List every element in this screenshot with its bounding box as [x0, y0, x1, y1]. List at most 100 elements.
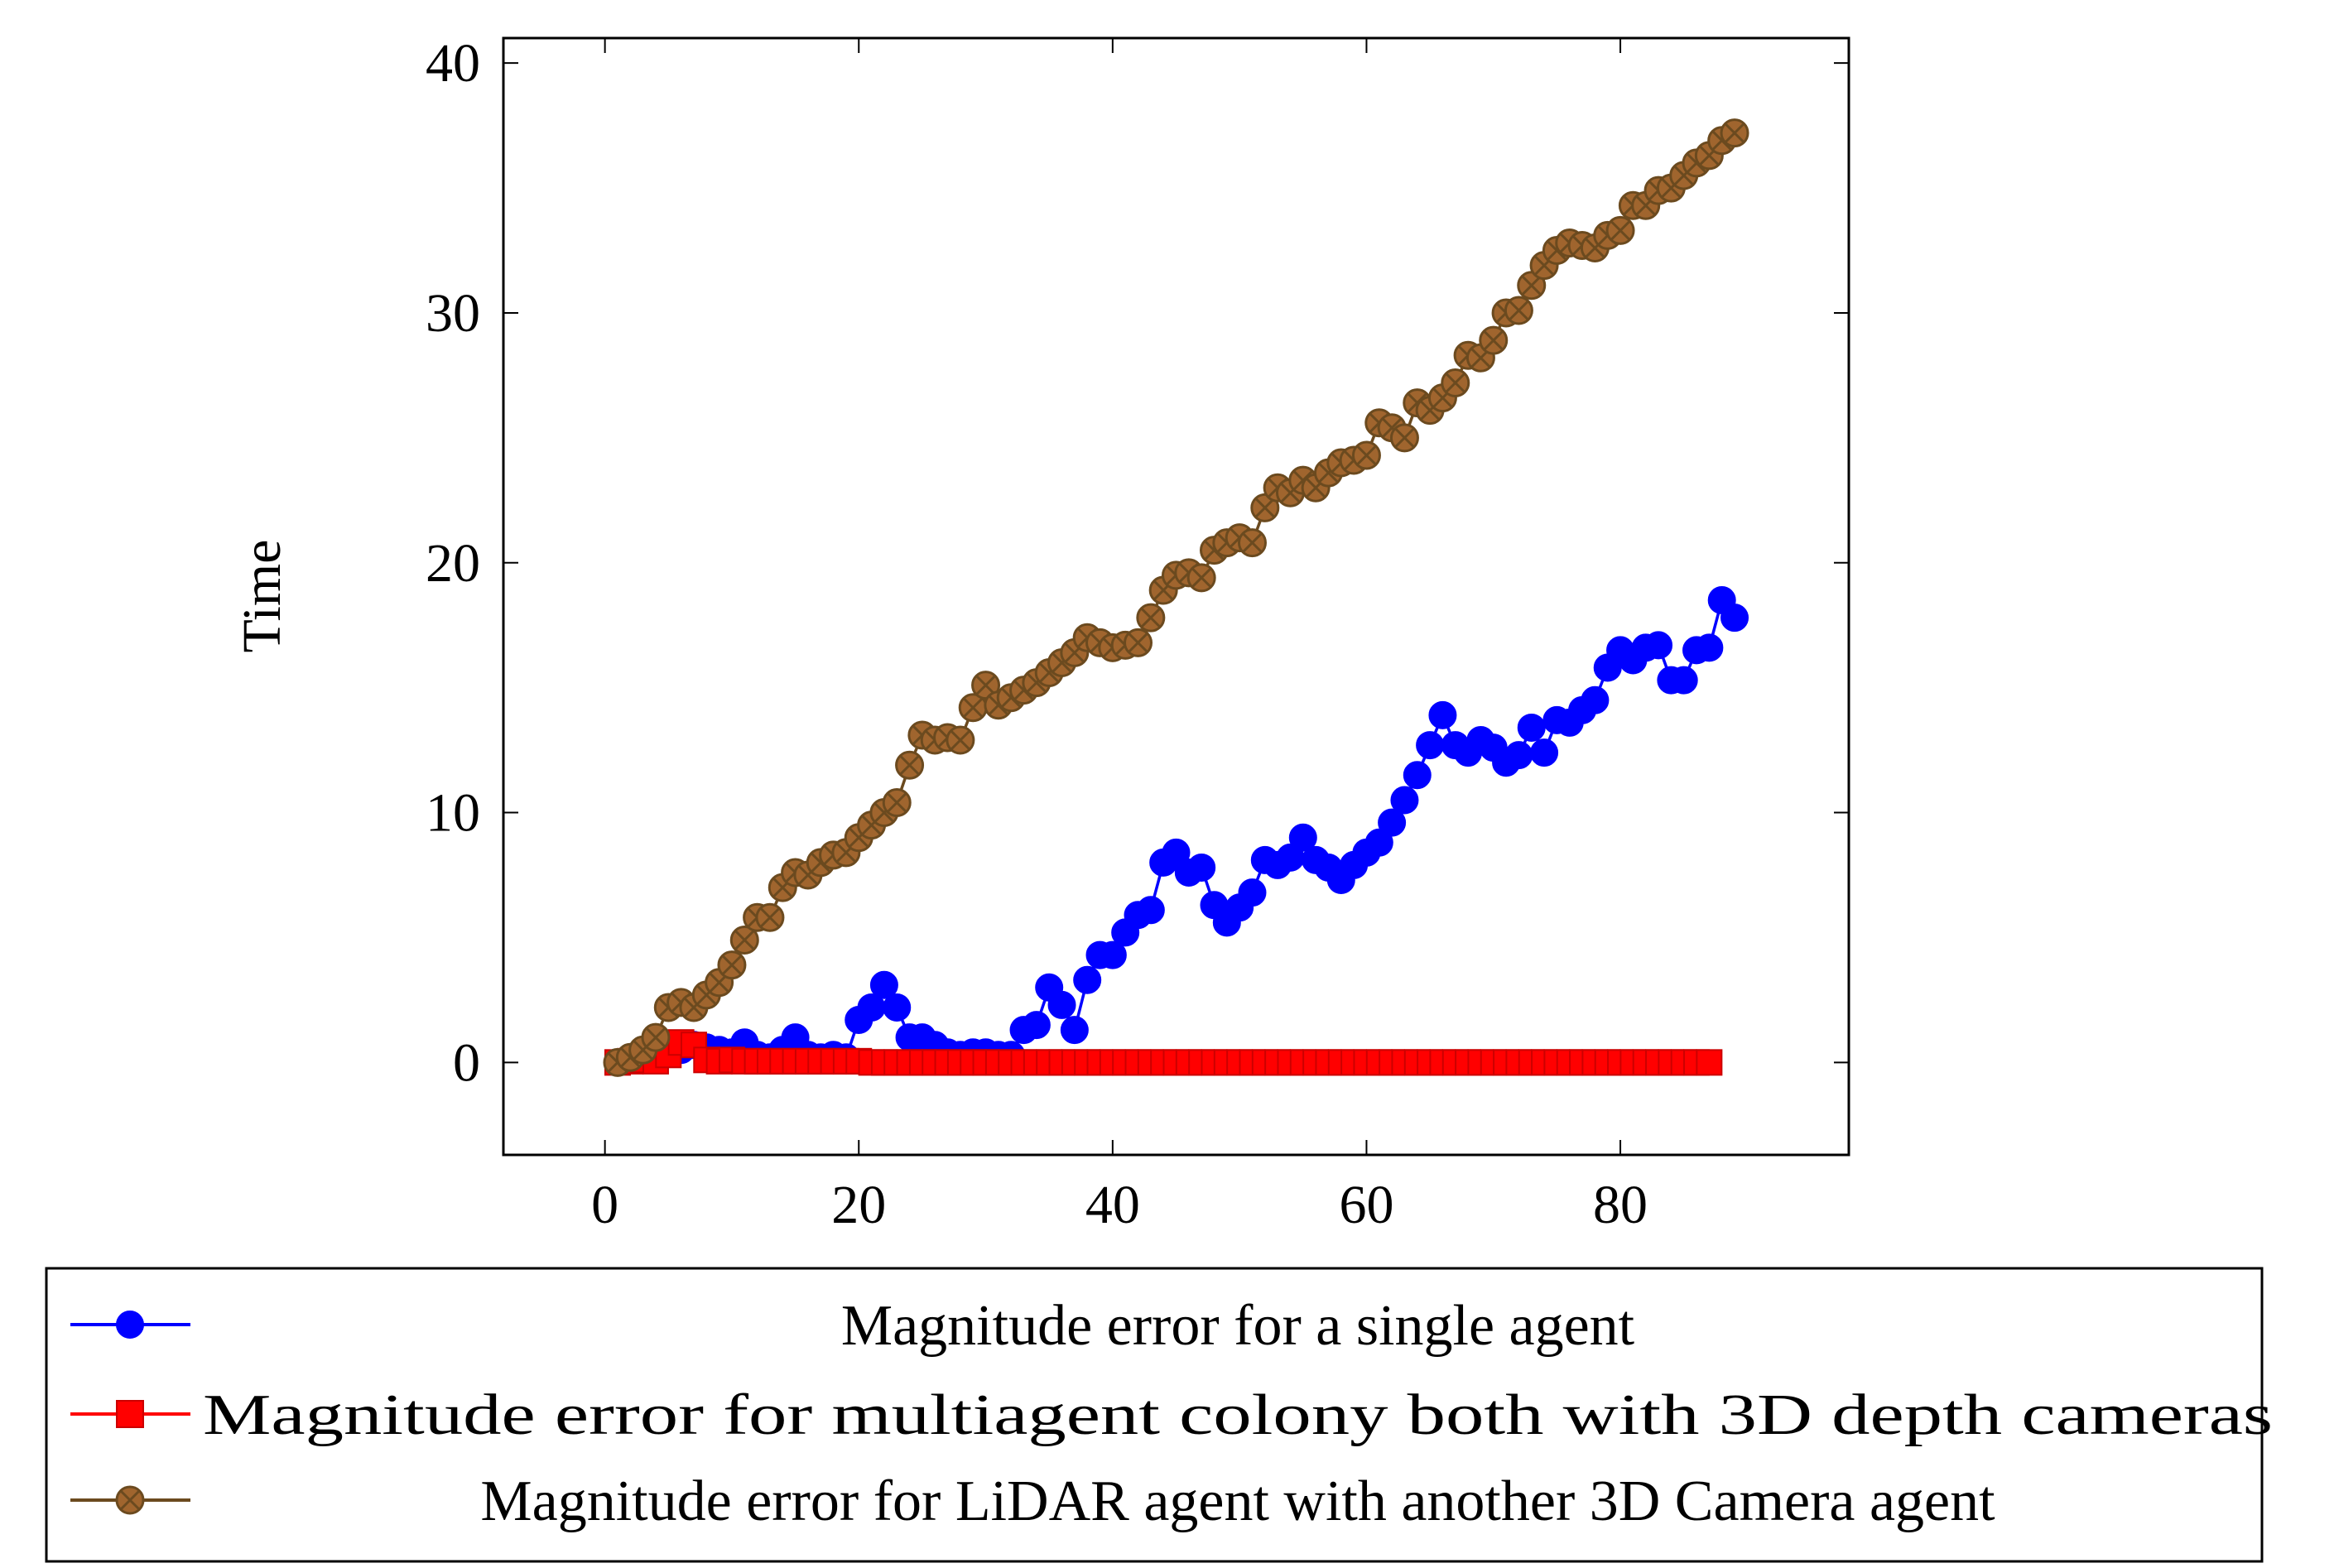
data-point-lidar-agent-12-cross — [759, 907, 780, 928]
data-point-lidar-agent-50-cross — [1242, 532, 1263, 553]
data-point-single-agent-72 — [1517, 713, 1546, 742]
plot-area-frame — [502, 36, 1850, 1157]
data-point-lidar-agent-69 — [1479, 325, 1509, 355]
data-point-lidar-agent-12 — [755, 902, 785, 932]
data-point-lidar-agent-69-cross — [1483, 330, 1504, 351]
data-point-lidar-agent-71 — [1504, 296, 1533, 325]
data-point-single-agent-44 — [1162, 838, 1191, 867]
data-point-lidar-agent-29 — [971, 671, 1001, 700]
data-point-lidar-agent-88-cross — [1724, 123, 1745, 143]
data-point-single-agent-82 — [1644, 631, 1673, 660]
series-lidar-agent — [603, 118, 1749, 1077]
data-point-lidar-agent-29-cross — [975, 675, 996, 695]
data-point-lidar-agent-9-cross — [721, 955, 743, 975]
data-point-lidar-agent-41-cross — [1128, 632, 1148, 653]
data-point-single-agent-36 — [1060, 1016, 1089, 1045]
data-point-single-agent-37 — [1073, 965, 1102, 994]
data-point-lidar-agent-22-cross — [887, 792, 907, 813]
y-tick-label-30: 30 — [426, 283, 480, 344]
legend-entry-multiagent-colony: Magnitude error for multiagent colony bo… — [70, 1383, 2273, 1447]
data-point-single-agent-73 — [1530, 738, 1559, 767]
data-point-lidar-agent-72 — [1517, 271, 1547, 301]
data-point-lidar-agent-28-cross — [963, 697, 984, 718]
data-point-single-agent-21 — [869, 970, 898, 999]
data-point-lidar-agent-22 — [882, 787, 912, 817]
y-tick-label-10: 10 — [426, 783, 480, 844]
x-tick-label-0: 0 — [591, 1175, 618, 1235]
data-point-single-agent-65 — [1428, 700, 1457, 729]
data-point-lidar-agent-66 — [1441, 368, 1470, 397]
legend-marker-multiagent-colony — [116, 1400, 144, 1428]
data-point-lidar-agent-50 — [1237, 528, 1267, 558]
data-point-single-agent-33 — [1022, 1011, 1051, 1040]
data-point-lidar-agent-10-cross — [734, 930, 755, 950]
data-point-single-agent-42 — [1136, 896, 1165, 925]
data-point-single-agent-50 — [1238, 878, 1267, 907]
data-point-lidar-agent-72-cross — [1521, 275, 1542, 296]
data-point-lidar-agent-51-cross — [1254, 498, 1275, 518]
data-point-lidar-agent-62-cross — [1394, 427, 1415, 448]
data-point-single-agent-46 — [1187, 853, 1216, 882]
series-line-lidar-agent — [617, 132, 1735, 1064]
x-tick-label-40: 40 — [1085, 1175, 1140, 1235]
data-point-multiagent-colony-86 — [1696, 1049, 1723, 1076]
data-point-lidar-agent-28 — [958, 693, 988, 723]
data-point-single-agent-84 — [1669, 666, 1698, 695]
data-point-single-agent-62 — [1390, 786, 1419, 815]
data-point-single-agent-71 — [1504, 741, 1533, 770]
data-point-single-agent-64 — [1416, 731, 1445, 760]
series-line-single-agent — [617, 599, 1736, 1065]
y-tick-label-20: 20 — [426, 533, 480, 594]
data-point-lidar-agent-66-cross — [1445, 373, 1465, 393]
data-point-single-agent-88 — [1720, 604, 1749, 632]
legend-entry-lidar-agent: Magnitude error for LiDAR agent with ano… — [70, 1469, 1995, 1533]
data-point-single-agent-60 — [1364, 828, 1393, 857]
data-point-lidar-agent-23-cross — [899, 755, 920, 776]
data-point-lidar-agent-46 — [1186, 563, 1216, 593]
y-tick-label-0: 0 — [453, 1032, 480, 1093]
legend-box — [45, 1267, 2264, 1563]
data-point-lidar-agent-71-cross — [1509, 300, 1529, 321]
legend: Magnitude error for a single agent Magni… — [45, 1267, 2273, 1563]
x-tick-label-20: 20 — [831, 1175, 886, 1235]
data-point-lidar-agent-3 — [641, 1022, 671, 1052]
data-point-single-agent-39 — [1098, 940, 1127, 969]
data-point-single-agent-35 — [1047, 990, 1076, 1019]
series-single-agent — [603, 586, 1749, 1077]
data-point-lidar-agent-41 — [1124, 628, 1153, 657]
legend-label-single-agent: Magnitude error for a single agent — [841, 1294, 1635, 1358]
legend-marker-cross-lidar-agent — [119, 1489, 141, 1511]
data-point-lidar-agent-10 — [729, 925, 759, 955]
data-point-lidar-agent-3-cross — [645, 1027, 667, 1048]
legend-marker-single-agent — [116, 1311, 144, 1339]
data-point-lidar-agent-46-cross — [1191, 567, 1212, 588]
data-point-lidar-agent-62 — [1389, 423, 1419, 453]
series-multiagent-colony — [604, 1029, 1723, 1076]
data-point-lidar-agent-59 — [1351, 440, 1381, 470]
data-point-lidar-agent-27-cross — [950, 729, 970, 751]
data-point-single-agent-54 — [1288, 823, 1317, 852]
data-point-single-agent-61 — [1378, 808, 1407, 837]
data-point-lidar-agent-59-cross — [1356, 445, 1377, 466]
x-tick-label-80: 80 — [1593, 1175, 1648, 1235]
legend-label-multiagent-colony: Magnitude error for multiagent colony bo… — [203, 1383, 2273, 1447]
data-point-lidar-agent-9 — [717, 950, 747, 980]
data-point-lidar-agent-88 — [1720, 118, 1749, 148]
data-point-lidar-agent-79 — [1605, 215, 1635, 245]
y-tick-label-40: 40 — [426, 33, 480, 94]
axes: 0 20 40 60 80 0 10 20 30 40 — [426, 33, 1849, 1235]
legend-entry-single-agent: Magnitude error for a single agent — [70, 1294, 1635, 1358]
series-layer — [603, 118, 1749, 1077]
data-point-lidar-agent-42 — [1136, 603, 1166, 632]
legend-label-lidar-agent: Magnitude error for LiDAR agent with ano… — [480, 1469, 1995, 1533]
data-point-single-agent-63 — [1403, 761, 1432, 790]
data-point-lidar-agent-27 — [946, 725, 975, 755]
data-point-single-agent-86 — [1695, 633, 1724, 662]
data-point-single-agent-22 — [883, 993, 912, 1022]
data-point-single-agent-77 — [1581, 685, 1610, 714]
data-point-lidar-agent-79-cross — [1610, 220, 1631, 241]
y-axis-title: Time — [232, 540, 292, 653]
data-point-lidar-agent-42-cross — [1140, 608, 1161, 628]
data-point-lidar-agent-23 — [895, 750, 925, 780]
